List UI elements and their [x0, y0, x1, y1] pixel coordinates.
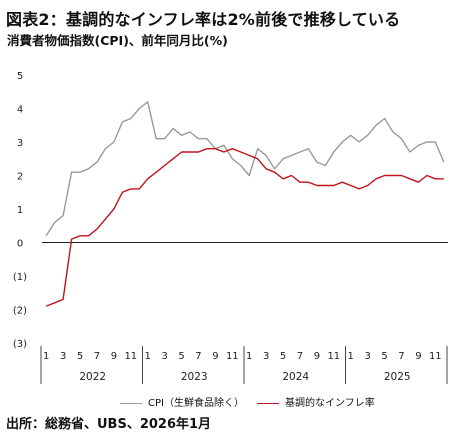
x-month-tick-label: 11	[226, 351, 239, 362]
x-month-tick-label: 3	[364, 351, 370, 362]
legend-swatch-core	[257, 402, 279, 404]
x-year-label: 2024	[282, 371, 309, 383]
chart-title: 図表2：基調的なインフレ率は2%前後で推移している	[6, 10, 401, 29]
x-month-tick-label: 5	[280, 351, 286, 362]
y-tick-label: (2)	[13, 306, 27, 317]
y-tick-label: 3	[17, 138, 23, 149]
chart-subtitle: 消費者物価指数(CPI)、前年同月比(%)	[7, 33, 228, 48]
y-tick-label: (3)	[13, 339, 27, 350]
x-month-tick-label: 7	[195, 351, 201, 362]
x-month-tick-label: 9	[314, 351, 320, 362]
y-tick-label: 1	[17, 205, 23, 216]
x-month-tick-label: 1	[348, 351, 354, 362]
series-line-core	[45, 147, 444, 307]
x-month-tick-label: 3	[161, 351, 167, 362]
x-year-label: 2023	[181, 371, 208, 383]
x-month-tick-label: 9	[212, 351, 218, 362]
x-month-tick-label: 1	[145, 351, 151, 362]
x-month-tick-label: 5	[381, 351, 387, 362]
y-tick-label: 4	[17, 105, 23, 116]
x-month-tick-label: 11	[124, 351, 137, 362]
legend-label-core: 基調的なインフレ率	[285, 398, 375, 409]
x-month-tick-label: 11	[429, 351, 442, 362]
x-month-tick-label: 7	[398, 351, 404, 362]
x-month-tick-label: 11	[327, 351, 340, 362]
x-month-tick-label: 9	[111, 351, 117, 362]
legend-item-cpi: CPI（生鮮食品除く）	[120, 394, 244, 409]
x-month-tick-label: 9	[415, 351, 421, 362]
x-month-tick-label: 7	[94, 351, 100, 362]
x-month-tick-label: 7	[297, 351, 303, 362]
x-month-tick-label: 3	[263, 351, 269, 362]
x-year-label: 2022	[79, 371, 106, 383]
source-note: 出所：総務省、UBS、2026年1月	[6, 417, 212, 432]
legend-label-cpi: CPI（生鮮食品除く）	[148, 398, 244, 409]
x-month-tick-label: 1	[43, 351, 49, 362]
y-tick-label: (1)	[13, 272, 27, 283]
x-month-tick-label: 5	[77, 351, 83, 362]
y-tick-label: 5	[17, 71, 23, 82]
x-month-tick-label: 3	[60, 351, 66, 362]
y-tick-label: 2	[17, 172, 23, 183]
x-month-tick-label: 5	[178, 351, 184, 362]
x-year-label: 2025	[384, 371, 411, 383]
y-tick-label: 0	[17, 239, 23, 250]
series-line-cpi	[45, 101, 445, 237]
legend-swatch-cpi	[120, 402, 142, 404]
x-month-tick-label: 1	[246, 351, 252, 362]
legend-item-core: 基調的なインフレ率	[257, 394, 375, 409]
